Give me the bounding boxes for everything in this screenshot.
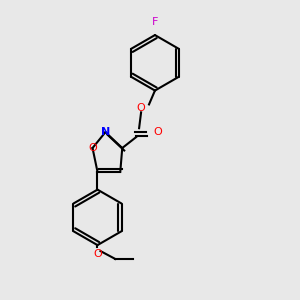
Text: O: O: [93, 249, 102, 259]
Text: N: N: [101, 127, 110, 137]
Text: O: O: [88, 143, 97, 153]
Text: F: F: [152, 17, 158, 27]
Text: O: O: [153, 127, 162, 137]
Text: O: O: [137, 103, 146, 113]
